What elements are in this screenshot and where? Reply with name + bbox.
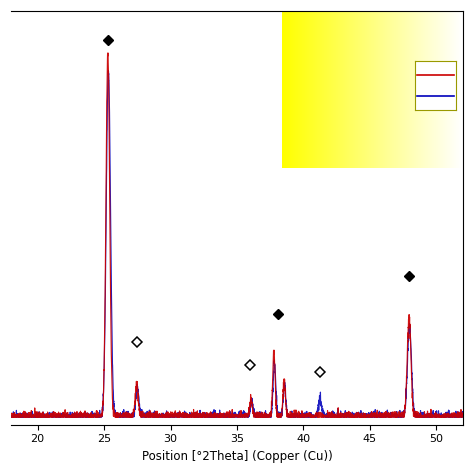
X-axis label: Position [°2Theta] (Copper (Cu)): Position [°2Theta] (Copper (Cu)) (142, 450, 332, 463)
